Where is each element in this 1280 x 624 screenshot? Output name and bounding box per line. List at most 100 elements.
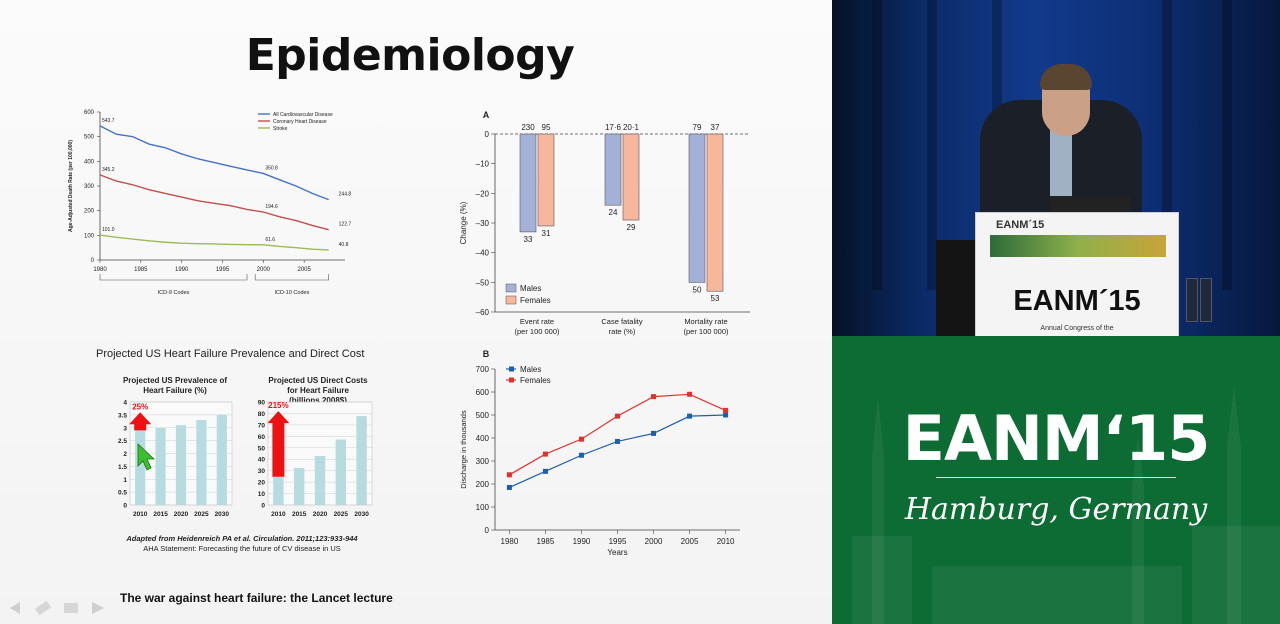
y-axis-label: Change (%) — [459, 201, 468, 244]
speaker-shirt — [1050, 118, 1072, 198]
brand-divider — [936, 477, 1176, 478]
slide-footer: The war against heart failure: the Lance… — [120, 591, 393, 605]
x-category-label: Event rate — [520, 317, 554, 326]
y-tick-label: 300 — [476, 457, 490, 466]
y-tick-label: –60 — [476, 308, 490, 317]
bar — [216, 414, 227, 505]
bar — [175, 425, 187, 505]
legend-entry: Females — [520, 296, 551, 305]
x-category-label: (per 100 000) — [683, 327, 729, 336]
legend-entry: Stroke — [273, 126, 288, 132]
slide-nav-icons[interactable] — [8, 600, 108, 616]
podium-sub-text: Annual Congress of the — [1040, 325, 1114, 332]
panel-label: B — [483, 349, 490, 359]
bar-0 — [688, 133, 706, 283]
y-axis-label: Age-Adjusted Death Rate (per 100,000) — [68, 140, 74, 232]
mouse-cursor-icon — [137, 443, 156, 471]
y-tick-label: 500 — [476, 411, 490, 420]
citation: Adapted from Heidenreich PA et al. Circu… — [125, 534, 358, 543]
x-tick-label: 2010 — [271, 511, 286, 518]
series-line-1 — [509, 393, 726, 476]
x-tick-label: 2005 — [681, 537, 699, 546]
chart-title: for Heart Failure — [287, 386, 349, 395]
chart-title: Projected US Direct Costs — [268, 376, 368, 385]
data-point — [615, 438, 620, 444]
chart-title: Heart Failure (%) — [143, 386, 207, 395]
x-tick-label: 2025 — [334, 511, 349, 518]
brand-subtitle: Hamburg, Germany — [904, 492, 1208, 527]
y-tick-label: 0 — [485, 130, 490, 139]
bar-value-label: 31 — [542, 229, 551, 238]
legend-entry: Males — [520, 284, 541, 293]
x-tick-label: 1990 — [175, 267, 189, 273]
panel-label: A — [483, 110, 490, 120]
bar-0 — [519, 133, 537, 233]
code-bracket — [254, 274, 329, 281]
y-tick-label: 60 — [258, 434, 266, 441]
bar — [314, 456, 326, 505]
podium-main-text: EANM´15 — [1013, 285, 1141, 317]
y-tick-label: 2.5 — [118, 438, 127, 445]
y-tick-label: 200 — [476, 480, 490, 489]
data-point — [687, 413, 693, 419]
increase-label: 215% — [268, 401, 288, 410]
presentation-slide: Epidemiology 0 100 200 300 400 500 600 1980 1985… — [0, 0, 832, 624]
y-tick-label: –20 — [476, 189, 490, 198]
podium-banner — [990, 235, 1166, 257]
data-point — [542, 468, 548, 474]
increase-label: 25% — [132, 402, 148, 411]
water-bottle — [1186, 278, 1198, 322]
water-bottle — [1200, 278, 1212, 322]
bar-top-label: 79 — [693, 123, 702, 132]
bar-value-label: 24 — [609, 208, 618, 217]
x-category-label: (per 100 000) — [514, 327, 560, 336]
code-bracket — [99, 274, 248, 281]
legend-entry: All Cardiovascular Disease — [273, 112, 333, 118]
y-tick-label: –30 — [476, 219, 490, 228]
bar — [135, 430, 146, 505]
y-tick-label: 20 — [258, 480, 266, 487]
discharge-line-chart: B 0 100 200 300 400 500 600 700 1980 1985 1990 1995 2… — [459, 349, 740, 557]
y-tick-label: 0.5 — [118, 490, 127, 497]
legend-entry: Coronary Heart Disease — [273, 119, 327, 125]
bar-top-label: 230 — [521, 123, 535, 132]
y-tick-label: 100 — [476, 503, 490, 512]
data-point — [723, 407, 729, 413]
data-point — [578, 436, 584, 442]
y-tick-label: 0 — [261, 503, 265, 510]
data-point — [687, 391, 693, 397]
bar-value-label: 29 — [627, 223, 636, 232]
menu-icon — [64, 603, 78, 613]
y-tick-label: 100 — [84, 233, 95, 239]
x-tick-label: 1995 — [609, 537, 627, 546]
y-tick-label: 3 — [123, 425, 127, 432]
series-line-0 — [509, 414, 726, 488]
y-tick-label: 1.5 — [118, 464, 127, 471]
increase-arrow — [267, 411, 290, 477]
bar — [335, 439, 346, 505]
slide-title: Epidemiology — [245, 30, 575, 81]
x-tick-label: 2005 — [297, 267, 311, 273]
y-tick-label: 400 — [476, 434, 490, 443]
podium: EANM´15 EANM´15 Annual Congress of the — [975, 212, 1179, 336]
legend-swatch — [505, 295, 517, 305]
city-skyline-watermark — [852, 386, 1280, 624]
data-point — [723, 412, 729, 418]
data-label: 244.8 — [339, 192, 352, 198]
data-label: 345.2 — [102, 167, 115, 173]
brand-title: EANM‘15 — [902, 402, 1211, 475]
data-point — [506, 472, 512, 478]
y-tick-label: 10 — [258, 491, 266, 498]
legend-marker — [509, 377, 514, 383]
x-tick-label: 2010 — [717, 537, 735, 546]
x-tick-label: 1980 — [93, 267, 107, 273]
y-tick-label: 3.5 — [118, 412, 127, 419]
y-tick-label: 0 — [123, 503, 127, 510]
data-label: 122.7 — [339, 222, 352, 228]
y-axis-label: Discharge in thousands — [459, 410, 468, 489]
hf-heading: Projected US Heart Failure Prevalence an… — [96, 348, 364, 360]
y-tick-label: 0 — [485, 526, 490, 535]
data-point — [615, 413, 620, 419]
x-tick-label: 2020 — [313, 511, 328, 518]
series-line-2 — [99, 234, 329, 251]
